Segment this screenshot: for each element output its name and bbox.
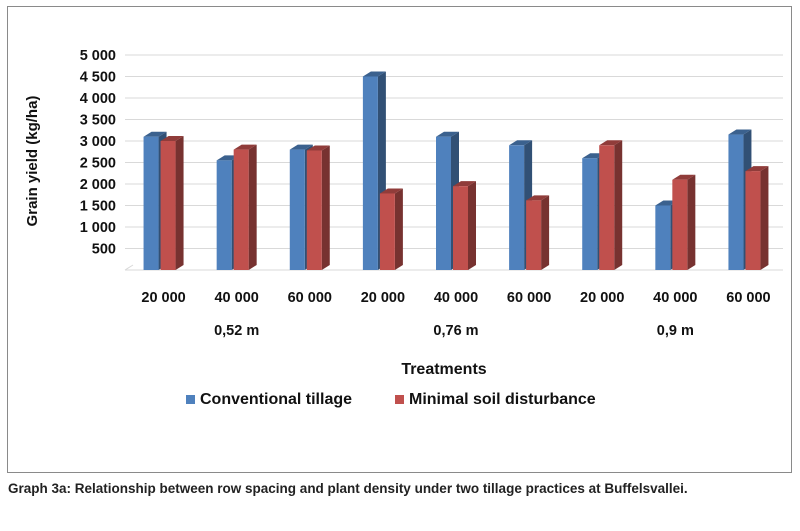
y-tick-label: 2 000 <box>80 177 116 193</box>
y-tick-label: 1 000 <box>80 220 116 236</box>
y-tick-label: 2 500 <box>80 156 116 172</box>
bar-top <box>728 129 752 135</box>
bar-front <box>362 76 378 270</box>
group-label: 0,52 m <box>214 323 259 339</box>
bar-front <box>289 149 305 270</box>
bar-top <box>379 188 403 194</box>
bar-front <box>745 171 761 270</box>
bar-front <box>216 160 232 270</box>
bar-side <box>687 174 696 270</box>
bar-minimal-3 <box>379 188 403 270</box>
y-tick-label: 3 500 <box>80 113 116 129</box>
legend-swatch <box>395 395 404 404</box>
axis-ticks: 500 1 000 1 500 2 000 2 500 3 000 3 500 4 000 4 … <box>80 48 771 339</box>
bar-front <box>233 149 249 270</box>
floor-edge <box>124 264 134 271</box>
bar-front <box>436 136 451 270</box>
y-axis-title: Grain yield (kg/ha) <box>24 96 41 227</box>
bar-side <box>468 181 476 270</box>
y-tick-label: 5 000 <box>80 48 116 64</box>
bar-top <box>672 174 696 180</box>
x-tick-label: 60 000 <box>726 290 770 306</box>
bar-minimal-8 <box>745 166 769 270</box>
x-tick-label: 20 000 <box>141 290 185 306</box>
group-label: 0,76 m <box>433 323 478 339</box>
y-tick-label: 4 500 <box>80 70 116 86</box>
bar-minimal-5 <box>526 195 550 270</box>
bar-front <box>728 134 744 270</box>
legend-label: Conventional tillage <box>200 391 352 408</box>
bar-front <box>582 158 598 270</box>
bar-top <box>453 181 476 187</box>
figure-caption: Graph 3a: Relationship between row spaci… <box>8 481 688 496</box>
bar-minimal-1 <box>233 144 257 270</box>
bar-front <box>306 150 322 270</box>
y-tick-label: 4 000 <box>80 91 116 107</box>
bar-top <box>745 166 769 172</box>
bar-side <box>541 195 550 270</box>
x-tick-label: 20 000 <box>361 290 405 306</box>
bar-top <box>436 131 459 137</box>
legend: Conventional tillage Minimal soil disturb… <box>186 391 596 408</box>
bar-top <box>509 140 533 146</box>
bar-minimal-2 <box>306 145 330 270</box>
bar-front <box>672 179 688 270</box>
y-tick-label: 1 500 <box>80 199 116 215</box>
bar-top <box>306 145 330 151</box>
bar-top <box>143 131 167 137</box>
bar-top <box>362 71 386 77</box>
bar-front <box>453 186 468 270</box>
x-tick-label: 60 000 <box>288 290 332 306</box>
y-tick-label: 500 <box>92 242 116 258</box>
legend-swatch <box>186 395 195 404</box>
y-tick-label: 3 000 <box>80 134 116 150</box>
bar-front <box>143 136 159 270</box>
bar-front <box>526 200 542 270</box>
x-tick-label: 20 000 <box>580 290 624 306</box>
bar-front <box>379 193 395 270</box>
x-tick-label: 40 000 <box>434 290 478 306</box>
bar-top <box>599 140 623 146</box>
bar-minimal-0 <box>160 136 184 270</box>
x-tick-label: 40 000 <box>214 290 258 306</box>
bar-front <box>599 145 615 270</box>
bars <box>143 71 769 270</box>
bar-side <box>321 145 330 270</box>
bar-top <box>160 136 184 141</box>
chart-frame: 500 1 000 1 500 2 000 2 500 3 000 3 500 4 000 4 … <box>7 6 792 473</box>
bar-front <box>655 205 671 270</box>
bar-side <box>248 144 257 270</box>
bar-top <box>289 144 313 150</box>
bar-top <box>526 195 550 201</box>
bar-minimal-6 <box>599 140 623 270</box>
bar-front <box>509 145 525 270</box>
group-label: 0,9 m <box>657 323 694 339</box>
legend-item-minimal: Minimal soil disturbance <box>395 391 596 408</box>
bar-side <box>614 140 623 270</box>
x-axis-title: Treatments <box>401 361 486 378</box>
bar-chart: 500 1 000 1 500 2 000 2 500 3 000 3 500 4 000 4 … <box>24 48 783 408</box>
bar-minimal-4 <box>453 181 476 270</box>
legend-label: Minimal soil disturbance <box>409 391 596 408</box>
bar-minimal-7 <box>672 174 696 270</box>
bar-side <box>760 166 769 270</box>
legend-item-conventional: Conventional tillage <box>186 391 352 408</box>
x-tick-label: 40 000 <box>653 290 697 306</box>
bar-side <box>394 188 403 270</box>
bar-top <box>233 144 257 150</box>
x-tick-label: 60 000 <box>507 290 551 306</box>
bar-front <box>160 141 176 270</box>
bar-side <box>175 136 184 270</box>
